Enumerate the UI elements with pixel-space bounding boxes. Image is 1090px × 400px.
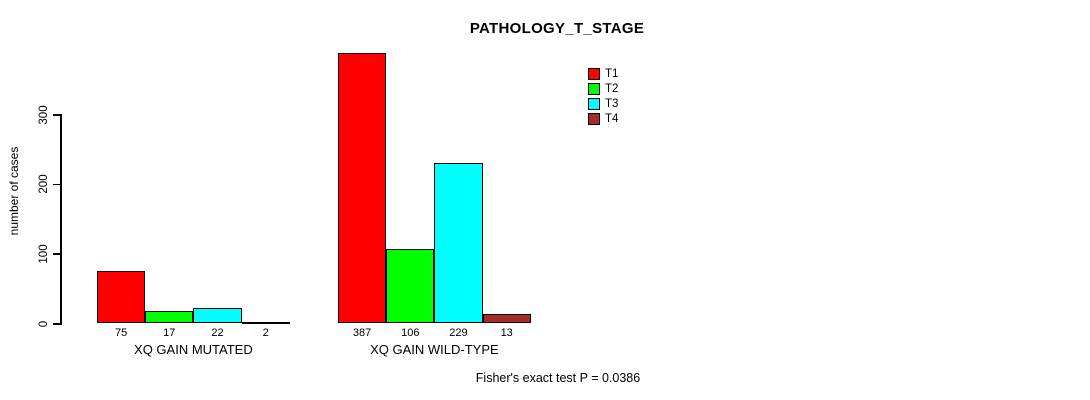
bar-t1-xq-gain-mutated	[97, 270, 146, 323]
legend-item-t3: T3	[588, 96, 618, 111]
bar-value-label: 106	[401, 327, 420, 339]
legend-item-t4: T4	[588, 111, 618, 126]
y-tick-label: 100	[38, 244, 50, 264]
y-tick-label: 200	[38, 174, 50, 194]
group-label-xq-gain-wild-type: XQ GAIN WILD-TYPE	[370, 342, 499, 357]
bar-t1-xq-gain-wild-type	[338, 53, 387, 323]
legend-item-t1: T1	[588, 66, 618, 81]
bar-t4-xq-gain-mutated	[241, 321, 290, 324]
legend-label: T2	[605, 82, 619, 95]
stat-annotation: Fisher's exact test P = 0.0386	[475, 371, 641, 385]
bar-value-label: 13	[500, 327, 513, 339]
legend-swatch-t2	[588, 82, 600, 95]
legend-item-t2: T2	[588, 81, 618, 96]
legend-swatch-t3	[588, 97, 600, 110]
y-tick-mark	[53, 323, 60, 325]
chart-title: PATHOLOGY_T_STAGE	[469, 20, 645, 37]
legend-label: T3	[605, 97, 619, 110]
legend: T1 T2 T3 T4	[588, 66, 618, 126]
legend-label: T1	[605, 67, 619, 80]
y-tick-mark	[53, 114, 60, 116]
legend-swatch-t4	[588, 112, 600, 125]
bar-value-label: 22	[211, 327, 224, 339]
group-label-xq-gain-mutated: XQ GAIN MUTATED	[134, 342, 253, 357]
y-tick-mark	[53, 253, 60, 255]
bar-t2-xq-gain-mutated	[145, 311, 194, 323]
y-axis-line	[60, 114, 62, 325]
bar-value-label: 229	[449, 327, 468, 339]
bar-t3-xq-gain-wild-type	[434, 163, 483, 323]
bar-value-label: 17	[163, 327, 176, 339]
bar-t3-xq-gain-mutated	[193, 307, 242, 323]
bar-value-label: 387	[352, 327, 372, 339]
bar-value-label: 75	[114, 327, 128, 339]
y-tick-label: 0	[38, 320, 50, 327]
bar-value-label: 2	[262, 327, 269, 339]
legend-swatch-t1	[588, 67, 600, 80]
bar-t4-xq-gain-wild-type	[482, 313, 531, 323]
y-tick-mark	[53, 183, 60, 186]
y-tick-label: 300	[38, 104, 50, 125]
legend-label: T4	[605, 112, 619, 125]
bar-t2-xq-gain-wild-type	[386, 249, 435, 323]
